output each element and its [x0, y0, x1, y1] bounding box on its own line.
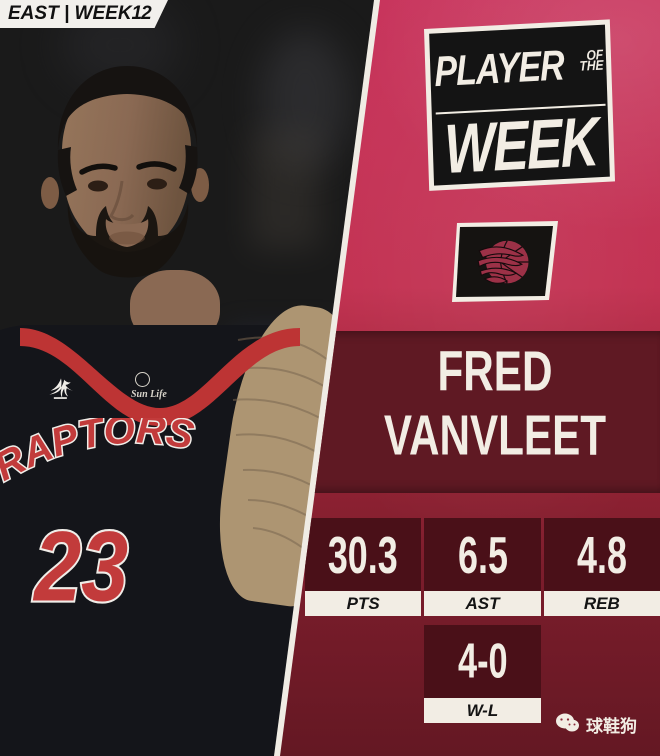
svg-text:RAPTORS: RAPTORS: [0, 418, 198, 488]
